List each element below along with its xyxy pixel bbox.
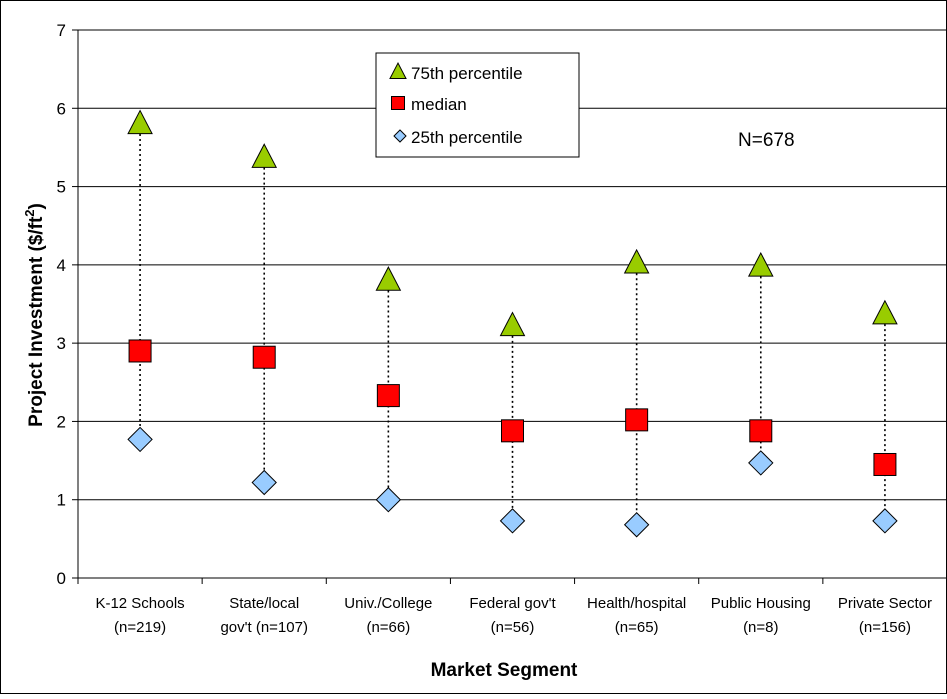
- marker-diamond-0: [127, 426, 153, 453]
- x-tick-label-line2: (n=219): [114, 619, 166, 636]
- marker-triangle-0: [127, 109, 153, 135]
- x-tick-label-line1: K-12 Schools: [95, 595, 184, 612]
- drop-lines: [139, 123, 886, 525]
- x-tick-label-line2: (n=8): [743, 619, 778, 636]
- y-tick-label-1: 1: [57, 491, 66, 510]
- y-tick-label-0: 0: [57, 569, 66, 588]
- marker-triangle-5: [747, 251, 774, 277]
- n-annotation: N=678: [738, 130, 795, 151]
- x-tick-label-line2: (n=156): [859, 619, 911, 636]
- marker-square-1: [252, 345, 276, 369]
- marker-square-3: [501, 419, 524, 443]
- marker-triangle-4: [623, 248, 650, 274]
- y-tick-label-4: 4: [57, 256, 66, 275]
- legend-label-75th: 75th percentile: [411, 64, 523, 83]
- x-tick-label-line1: Federal gov't: [469, 595, 556, 612]
- legend-label-median: median: [411, 95, 467, 114]
- markers: [127, 109, 898, 538]
- legend-label-25th: 25th percentile: [411, 128, 523, 147]
- y-tick-labels: 0 1 2 3 4 5 6 7: [57, 21, 66, 588]
- x-tick-label-line2: (n=65): [615, 619, 659, 636]
- marker-diamond-1: [251, 469, 277, 496]
- y-axis-title: Project Investment ($/ft2): [22, 203, 47, 427]
- y-tick-label-5: 5: [57, 178, 66, 197]
- marker-triangle-1: [251, 143, 278, 168]
- x-tick-label-line2: gov't (n=107): [220, 619, 308, 636]
- legend-marker-triangle: [389, 61, 407, 79]
- legend-box: [375, 52, 580, 158]
- legend: 75th percentile median 25th percentile: [375, 52, 580, 158]
- x-tick-label-line1: Private Sector: [838, 595, 932, 612]
- x-tick-label-line1: Univ./College: [344, 595, 432, 612]
- x-tick-label-line1: Health/hospital: [587, 595, 686, 612]
- y-tick-label-6: 6: [57, 99, 66, 118]
- x-axis-title: Market Segment: [431, 660, 578, 681]
- marker-triangle-2: [375, 266, 402, 291]
- y-tick-label-7: 7: [57, 21, 66, 40]
- marker-diamond-2: [375, 487, 402, 513]
- legend-marker-square: [391, 96, 405, 110]
- marker-triangle-3: [499, 311, 526, 337]
- legend-marker-diamond: [393, 129, 407, 143]
- marker-square-4: [625, 408, 649, 432]
- marker-diamond-6: [872, 508, 898, 534]
- y-tick-label-3: 3: [57, 334, 66, 353]
- x-tick-label-line1: Public Housing: [711, 595, 811, 612]
- marker-diamond-5: [748, 450, 774, 476]
- marker-square-6: [873, 452, 897, 476]
- x-tick-label-line1: State/local: [229, 595, 299, 612]
- marker-square-5: [749, 419, 773, 443]
- y-tick-label-2: 2: [57, 412, 66, 431]
- x-tick-labels: K-12 Schools (n=219) State/local gov't (n=1…: [95, 595, 932, 636]
- axes: [72, 29, 947, 584]
- marker-square-2: [376, 384, 400, 408]
- marker-triangle-6: [872, 299, 898, 325]
- x-tick-label-line2: (n=66): [366, 619, 410, 636]
- marker-square-0: [128, 339, 152, 363]
- marker-diamond-4: [623, 512, 650, 538]
- x-tick-label-line2: (n=56): [491, 619, 535, 636]
- marker-diamond-3: [499, 508, 526, 534]
